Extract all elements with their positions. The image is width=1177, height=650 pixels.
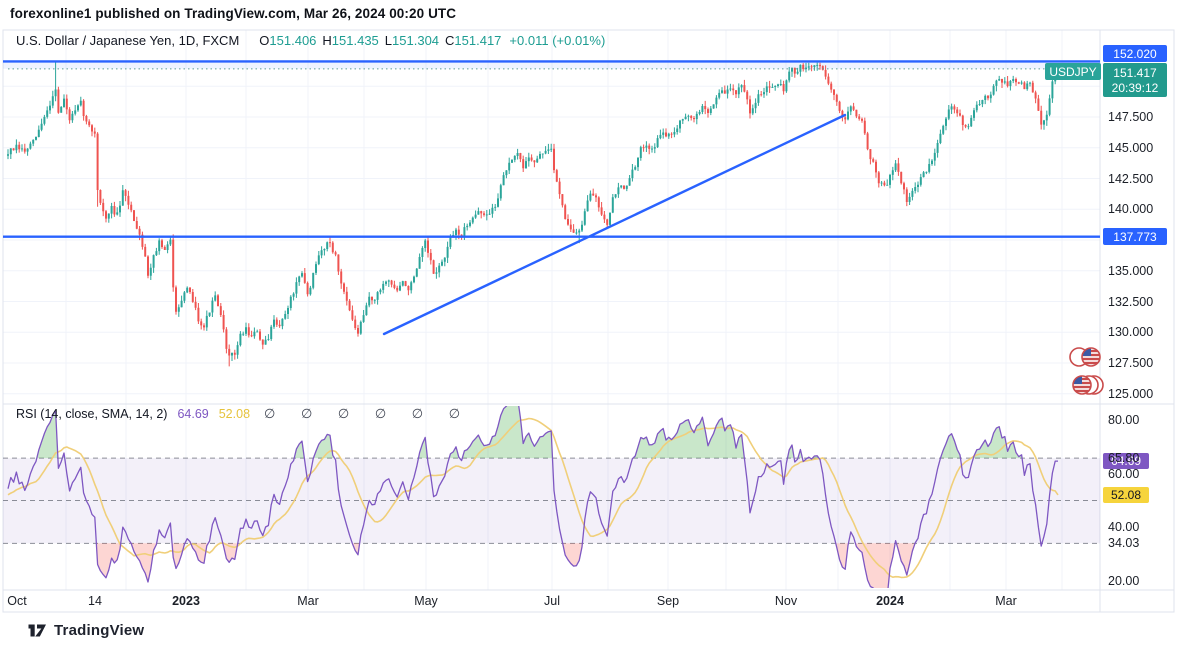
rsi-axis-label: 65.80 — [1108, 451, 1140, 466]
rsi-value-badge: 64.69 — [1103, 453, 1149, 469]
ohlc-low-label: L — [384, 33, 393, 48]
time-axis-label: Mar — [297, 594, 319, 608]
ohlc-close-label: C — [445, 33, 455, 48]
price-axis-label: 147.500 — [1108, 110, 1154, 124]
price-axis-label: 142.500 — [1108, 171, 1154, 186]
rsi-axis-label: 60.00 — [1108, 466, 1140, 481]
ohlc-open-value: 151.406 — [269, 33, 317, 48]
down-candle-wicks — [13, 62, 1042, 367]
publish-attribution: forexonline1 published on TradingView.co… — [10, 6, 457, 21]
last-price-value: 151.417 — [1113, 65, 1157, 80]
rsi-ma-value-badge: 52.08 — [1103, 487, 1149, 503]
rsi-empty-slot-icons: ∅ ∅ ∅ ∅ ∅ ∅ — [264, 406, 472, 421]
chart-frame — [2, 29, 1175, 613]
rsi-ma-value: 52.08 — [218, 407, 251, 421]
last-price-badge: 151.417 20:39:12 — [1103, 63, 1167, 97]
price-axis-label: 135.000 — [1108, 263, 1154, 278]
upper-level-price-badge: 152.020 — [1103, 45, 1167, 62]
rsi-title-row[interactable]: RSI (14, close, SMA, 14, 2) 64.69 52.08 ∅ ∅… — [16, 406, 471, 422]
tradingview-logo-icon — [28, 624, 46, 637]
symbol-title[interactable]: U.S. Dollar / Japanese Yen, 1D, FXCM — [16, 33, 240, 48]
ohlc-close-value: 151.417 — [454, 33, 502, 48]
bar-countdown: 20:39:12 — [1111, 80, 1159, 95]
grid-lines — [3, 30, 1100, 590]
rsi-overbought-fill — [36, 406, 1022, 459]
tradingview-brand-text: TradingView — [54, 622, 145, 639]
rsi-axis-label: 34.03 — [1108, 536, 1140, 551]
time-axis-label: Oct — [7, 594, 27, 608]
rsi-axis-label: 80.00 — [1108, 413, 1140, 427]
symbol-title-row[interactable]: U.S. Dollar / Japanese Yen, 1D, FXCM O151… — [16, 33, 605, 48]
rsi-oversold-fill — [96, 543, 1042, 588]
rsi-title[interactable]: RSI (14, close, SMA, 14, 2) — [16, 407, 168, 421]
resistance-zone-fill — [3, 61, 1100, 69]
rsi-value: 64.69 — [177, 407, 209, 421]
lower-level-price-badge: 137.773 — [1103, 228, 1167, 245]
tradingview-footer-logo[interactable]: TradingView — [28, 622, 144, 639]
price-axis-label: 140.000 — [1108, 202, 1154, 217]
ohlc-low-value: 151.304 — [392, 33, 440, 48]
time-axis-label: 2024 — [876, 594, 904, 608]
change-value: +0.011 (+0.01%) — [509, 33, 606, 48]
time-axis-label: Mar — [995, 594, 1017, 608]
time-axis-label: 2023 — [172, 594, 200, 608]
time-axis-label: May — [414, 594, 438, 608]
time-axis-label: Nov — [774, 594, 798, 608]
rsi-line — [7, 406, 1058, 588]
candlestick-series[interactable] — [7, 62, 1059, 367]
rsi-axis-label: 40.00 — [1108, 520, 1140, 535]
price-axis-label: 132.500 — [1108, 294, 1154, 309]
price-axis-label: 125.000 — [1108, 386, 1154, 401]
ohlc-high-value: 151.435 — [331, 33, 379, 48]
time-axis-label: Sep — [656, 594, 680, 608]
price-axis-label: 145.000 — [1108, 140, 1154, 155]
rsi-axis-label: 20.00 — [1108, 573, 1140, 588]
price-axis-label: 127.500 — [1108, 356, 1154, 370]
ohlc-high-label: H — [322, 33, 332, 48]
ascending-trendline[interactable] — [382, 113, 847, 336]
down-candle-bodies — [12, 64, 1043, 356]
time-axis-label: Jul — [544, 594, 560, 608]
up-candle-bodies — [7, 64, 1059, 356]
rsi-pane[interactable] — [3, 398, 1100, 599]
idea-marker-flags-bottom[interactable] — [1072, 375, 1104, 395]
symbol-price-tag: USDJPY — [1045, 63, 1101, 80]
price-axis-label: 130.000 — [1108, 325, 1154, 340]
ohlc-open-label: O — [259, 33, 270, 48]
time-axis-label: 14 — [88, 594, 102, 608]
idea-marker-flags-top[interactable] — [1069, 347, 1101, 367]
up-candle-wicks — [7, 62, 1059, 361]
